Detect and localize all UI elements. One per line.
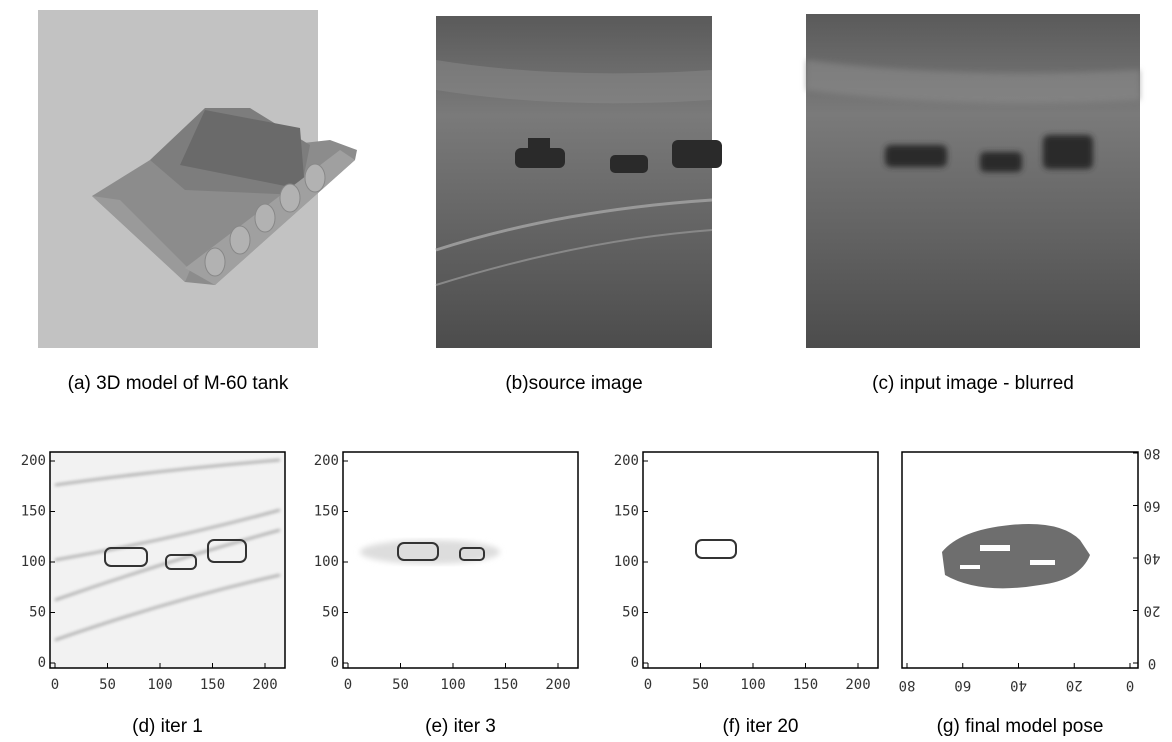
- y-tick-label: 0: [1148, 655, 1156, 671]
- y-tick-label: 40: [1144, 550, 1161, 566]
- y-tick-label: 50: [29, 605, 46, 621]
- x-tick-label: 150: [493, 677, 518, 693]
- x-tick-label: 100: [740, 677, 765, 693]
- caption: (e) iter 3: [425, 716, 496, 737]
- x-tick-label: 40: [1010, 677, 1027, 693]
- x-tick-label: 60: [954, 677, 971, 693]
- x-tick-label: 100: [147, 677, 172, 693]
- y-tick-label: 50: [622, 605, 639, 621]
- x-tick-label: 100: [440, 677, 465, 693]
- y-tick-label: 200: [314, 453, 339, 469]
- source-photo: [436, 16, 722, 348]
- x-tick-label: 80: [899, 677, 916, 693]
- y-tick-label: 150: [314, 504, 339, 520]
- y-tick-label: 150: [614, 504, 639, 520]
- x-tick-label: 0: [644, 677, 652, 693]
- caption: (g) final model pose: [937, 716, 1104, 737]
- caption: (b)source image: [505, 373, 642, 394]
- plot-frame: [643, 452, 878, 668]
- y-tick-label: 0: [631, 655, 639, 671]
- edge-map: [50, 452, 285, 668]
- y-tick-label: 0: [38, 655, 46, 671]
- y-tick-label: 100: [21, 554, 46, 570]
- iter20-map: [696, 540, 736, 558]
- x-tick-label: 0: [51, 677, 59, 693]
- iter3-map: [360, 540, 500, 564]
- y-tick-label: 150: [21, 504, 46, 520]
- tank-model: [38, 10, 357, 348]
- y-tick-label: 20: [1144, 603, 1161, 619]
- y-tick-label: 100: [314, 554, 339, 570]
- y-tick-label: 0: [331, 655, 339, 671]
- caption: (c) input image - blurred: [872, 373, 1074, 394]
- x-tick-label: 200: [252, 677, 277, 693]
- x-tick-label: 150: [200, 677, 225, 693]
- x-tick-label: 20: [1066, 677, 1083, 693]
- x-tick-label: 50: [392, 677, 409, 693]
- x-tick-label: 200: [545, 677, 570, 693]
- x-tick-label: 50: [692, 677, 709, 693]
- x-tick-label: 0: [344, 677, 352, 693]
- y-tick-label: 200: [21, 453, 46, 469]
- y-tick-label: 80: [1144, 445, 1161, 461]
- blurred-photo: [806, 14, 1140, 348]
- y-tick-label: 60: [1144, 498, 1161, 514]
- pose-map: [942, 524, 1090, 588]
- caption: (a) 3D model of M-60 tank: [68, 373, 289, 394]
- caption: (f) iter 20: [722, 716, 798, 737]
- caption: (d) iter 1: [132, 716, 203, 737]
- y-tick-label: 100: [614, 554, 639, 570]
- figure: (a) 3D model of M-60 tank (b)source image…: [0, 0, 1172, 742]
- y-tick-label: 200: [614, 453, 639, 469]
- y-tick-label: 50: [322, 605, 339, 621]
- x-tick-label: 200: [845, 677, 870, 693]
- x-tick-label: 0: [1126, 677, 1134, 693]
- x-tick-label: 50: [99, 677, 116, 693]
- x-tick-label: 150: [793, 677, 818, 693]
